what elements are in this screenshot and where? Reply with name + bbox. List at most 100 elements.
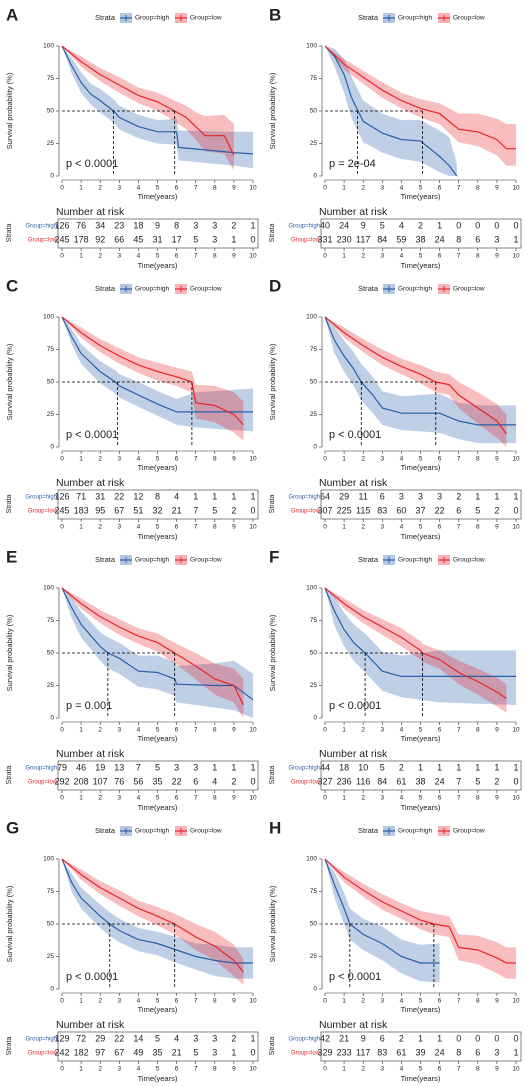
risk-box [57, 489, 259, 520]
risk-x-tick-label: 8 [213, 524, 217, 531]
risk-x-tick-label: 9 [232, 253, 236, 260]
y-tick-label: 100 [43, 856, 54, 863]
x-tick-label: 1 [79, 456, 83, 463]
risk-count: 7 [193, 505, 198, 515]
y-axis-label: Survival probability (%) [5, 72, 14, 149]
panel-label: G [6, 818, 19, 837]
risk-x-tick-label: 4 [137, 1066, 141, 1073]
risk-x-tick-label: 4 [400, 1066, 404, 1073]
panel: C Strata Group=high Group=low Survival proba… [5, 276, 259, 541]
panel-label: E [6, 547, 17, 566]
risk-count: 2 [231, 505, 236, 515]
risk-x-tick-label: 10 [249, 253, 257, 260]
risk-count: 9 [155, 220, 160, 230]
risk-count: 11 [359, 491, 368, 501]
x-tick-label: 1 [79, 185, 83, 192]
risk-x-tick-label: 7 [457, 253, 461, 260]
risk-x-tick-label: 6 [438, 253, 442, 260]
risk-count: 19 [95, 762, 105, 772]
risk-title: Number at risk [319, 748, 388, 760]
risk-count: 3 [212, 234, 217, 244]
x-tick-label: 9 [495, 998, 499, 1005]
risk-x-tick-label: 1 [79, 1066, 83, 1073]
risk-count: 7 [136, 762, 141, 772]
p-value: p < 0.0001 [329, 971, 381, 983]
risk-x-tick-label: 0 [60, 253, 64, 260]
risk-x-tick-label: 3 [117, 253, 121, 260]
risk-count: 61 [396, 1047, 406, 1057]
risk-count: 129 [54, 1033, 69, 1043]
x-tick-label: 1 [79, 998, 83, 1005]
x-axis-label: Time(years) [138, 192, 178, 201]
legend-title: Strata [95, 826, 116, 835]
risk-count: 5 [193, 1047, 198, 1057]
x-tick-label: 7 [194, 456, 198, 463]
y-tick-label: 100 [306, 314, 317, 321]
risk-count: 45 [133, 234, 143, 244]
legend-label: Group=high [135, 828, 170, 835]
legend-label: Group=high [398, 557, 433, 564]
risk-count: 3 [193, 220, 198, 230]
y-tick-label: 50 [47, 108, 55, 115]
x-axis-label: Time(years) [138, 1005, 178, 1014]
risk-row-label: Group=low [28, 238, 58, 244]
legend-title: Strata [358, 826, 379, 835]
x-tick-label: 3 [380, 998, 384, 1005]
risk-count: 46 [76, 762, 86, 772]
risk-count: 44 [320, 762, 330, 772]
risk-x-tick-label: 2 [361, 253, 365, 260]
risk-count: 24 [435, 1047, 445, 1057]
risk-row-label: Group=high [288, 224, 320, 230]
risk-x-tick-label: 4 [137, 795, 141, 802]
risk-row-label: Group=high [25, 1037, 57, 1043]
risk-count: 6 [193, 776, 198, 786]
risk-count: 1 [437, 762, 442, 772]
y-tick-label: 50 [310, 650, 318, 657]
risk-x-tick-label: 2 [98, 253, 102, 260]
risk-count: 1 [513, 762, 518, 772]
risk-x-tick-label: 9 [495, 795, 499, 802]
x-tick-label: 8 [213, 456, 217, 463]
risk-x-label: Time(years) [401, 803, 441, 812]
survival-curve [324, 587, 516, 677]
risk-row-label: Group=high [288, 495, 320, 501]
x-tick-label: 5 [419, 456, 423, 463]
risk-count: 24 [339, 220, 349, 230]
y-tick-label: 0 [313, 444, 317, 451]
risk-count: 0 [513, 1033, 518, 1043]
risk-x-tick-label: 0 [323, 253, 327, 260]
risk-x-tick-label: 1 [342, 253, 346, 260]
risk-count: 5 [380, 762, 385, 772]
legend-title: Strata [358, 13, 379, 22]
x-tick-label: 0 [60, 998, 64, 1005]
x-tick-label: 7 [194, 998, 198, 1005]
confidence-band [62, 859, 253, 979]
risk-count: 38 [415, 776, 425, 786]
risk-count: 3 [212, 1033, 217, 1043]
legend-label: Group=high [398, 828, 433, 835]
x-tick-label: 7 [457, 998, 461, 1005]
risk-title: Number at risk [56, 748, 125, 760]
survival-curve [61, 858, 253, 964]
legend-label: Group=low [190, 557, 222, 564]
risk-count: 0 [513, 776, 518, 786]
risk-box [57, 1031, 259, 1062]
risk-count: 0 [250, 1047, 255, 1057]
x-tick-label: 7 [457, 727, 461, 734]
risk-count: 79 [57, 762, 67, 772]
x-tick-label: 5 [419, 185, 423, 192]
risk-count: 1 [193, 491, 198, 501]
risk-count: 83 [377, 1047, 387, 1057]
legend-label: Group=high [135, 286, 170, 293]
survival-curve [324, 45, 458, 177]
risk-count: 0 [475, 220, 480, 230]
risk-x-tick-label: 7 [194, 524, 198, 531]
x-tick-label: 6 [438, 456, 442, 463]
risk-x-tick-label: 9 [232, 795, 236, 802]
risk-x-tick-label: 5 [156, 524, 160, 531]
risk-count: 4 [399, 220, 404, 230]
y-tick-label: 25 [47, 411, 55, 418]
x-tick-label: 2 [361, 456, 365, 463]
x-tick-label: 2 [98, 185, 102, 192]
risk-count: 21 [172, 505, 182, 515]
